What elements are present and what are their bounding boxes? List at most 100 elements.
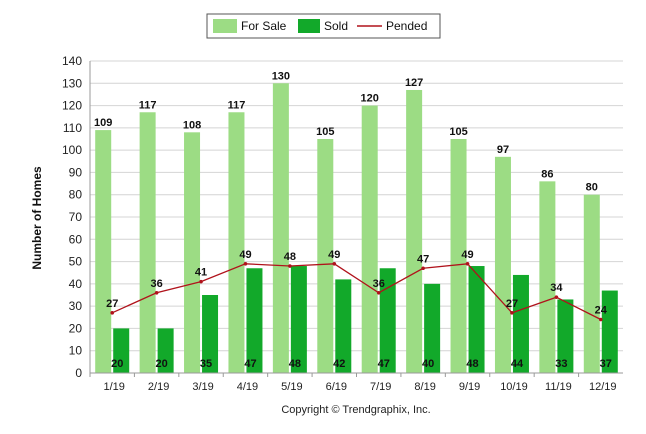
point-pended [332, 262, 337, 266]
data-label-pended: 27 [106, 298, 118, 310]
y-axis-title: Number of Homes [30, 166, 44, 270]
data-label-sold: 42 [333, 358, 345, 370]
x-tick-label: 10/19 [500, 381, 528, 393]
bar-for-sale [317, 139, 334, 373]
point-pended [199, 279, 203, 284]
x-tick-label: 4/19 [237, 381, 258, 393]
data-label-pended: 47 [417, 253, 429, 265]
bar-for-sale [139, 112, 156, 373]
data-label-sold: 33 [555, 358, 567, 370]
data-label-pended: 49 [461, 249, 473, 261]
legend-swatch-sold [298, 19, 320, 33]
bar-for-sale [184, 132, 201, 373]
x-tick-label: 1/19 [103, 381, 124, 393]
y-tick-label: 130 [62, 76, 82, 90]
grid-layer [90, 60, 623, 374]
y-tick-label: 40 [69, 277, 83, 291]
data-label-for-sale: 109 [94, 117, 112, 129]
y-tick-label: 70 [69, 210, 83, 224]
y-tick-label: 10 [69, 344, 83, 358]
y-tick-label: 20 [69, 321, 83, 335]
data-label-sold: 48 [289, 358, 301, 370]
legend-swatch-for-sale [213, 19, 237, 33]
x-tick-label: 8/19 [414, 381, 435, 393]
legend: For Sale Sold Pended [206, 13, 441, 39]
data-label-pended: 24 [595, 305, 608, 317]
line-pended [111, 263, 602, 321]
data-label-pended: 34 [550, 282, 563, 294]
data-label-sold: 40 [422, 358, 434, 370]
y-tick-label: 50 [69, 255, 83, 269]
x-tick-label: 5/19 [281, 381, 302, 393]
bar-sold [157, 328, 174, 373]
data-label-sold: 35 [200, 358, 212, 370]
data-label-sold: 47 [378, 358, 390, 370]
data-label-for-sale: 130 [272, 70, 290, 82]
point-pended [421, 266, 425, 271]
bar-sold [557, 299, 574, 373]
bar-sold [290, 266, 307, 373]
data-label-for-sale: 105 [316, 126, 334, 138]
y-tick-label: 120 [62, 99, 82, 113]
axis-layer: 0 10 20 30 40 50 60 70 80 90 100 110 120 130 140 1/19 2/… [62, 54, 623, 393]
legend-box [206, 13, 441, 39]
bar-for-sale [228, 112, 245, 373]
labels-layer: 109 20 117 20 108 35 117 47 130 48 105 42 120 47 127 40… [94, 70, 612, 370]
data-label-sold: 47 [244, 358, 256, 370]
bar-sold [379, 268, 396, 373]
data-label-pended: 49 [239, 249, 251, 261]
data-label-sold: 20 [111, 358, 123, 370]
data-label-sold: 20 [156, 358, 168, 370]
data-label-for-sale: 105 [449, 126, 467, 138]
point-pended [465, 262, 470, 266]
point-pended [288, 264, 292, 268]
y-tick-label: 90 [69, 165, 83, 179]
data-label-for-sale: 117 [228, 99, 246, 111]
data-label-sold: 48 [466, 358, 478, 370]
bars-layer [95, 83, 618, 374]
data-label-sold: 37 [600, 358, 612, 370]
x-tick-label: 3/19 [192, 381, 213, 393]
y-tick-label: 0 [75, 366, 82, 380]
bar-sold [202, 295, 219, 373]
bar-for-sale [95, 130, 112, 373]
bar-sold [335, 279, 352, 373]
x-tick-label: 7/19 [370, 381, 391, 393]
bar-sold [468, 266, 485, 373]
data-label-sold: 44 [511, 358, 524, 370]
point-pended [554, 295, 559, 300]
bar-for-sale [539, 181, 556, 373]
x-tick-label: 6/19 [326, 381, 347, 393]
legend-label-pended: Pended [386, 19, 427, 33]
data-label-pended: 36 [373, 278, 385, 290]
y-tick-label: 30 [69, 299, 83, 313]
data-label-for-sale: 120 [361, 93, 379, 105]
data-label-for-sale: 80 [586, 182, 598, 194]
point-pended [510, 311, 514, 315]
bar-for-sale [361, 105, 378, 374]
point-pended [598, 317, 603, 322]
bar-for-sale [272, 83, 289, 374]
data-label-for-sale: 127 [405, 77, 423, 89]
x-tick-label: 9/19 [459, 381, 480, 393]
data-label-for-sale: 108 [183, 119, 201, 131]
legend-label-sold: Sold [324, 19, 348, 33]
data-label-pended: 27 [506, 298, 518, 310]
bar-for-sale [450, 139, 467, 373]
data-label-pended: 36 [151, 278, 163, 290]
copyright-text: Copyright © Trendgraphix, Inc. [281, 404, 430, 416]
legend-label-for-sale: For Sale [241, 19, 287, 33]
data-label-for-sale: 117 [139, 99, 157, 111]
data-label-for-sale: 97 [497, 144, 509, 156]
point-pended [110, 311, 115, 315]
bar-sold [246, 268, 263, 373]
bar-sold [512, 274, 529, 373]
data-label-for-sale: 86 [541, 168, 553, 180]
data-label-pended: 49 [328, 249, 340, 261]
y-tick-label: 80 [69, 188, 83, 202]
point-pended [376, 290, 381, 295]
y-tick-label: 60 [69, 232, 83, 246]
line-layer [110, 262, 603, 322]
y-tick-label: 140 [62, 54, 82, 68]
